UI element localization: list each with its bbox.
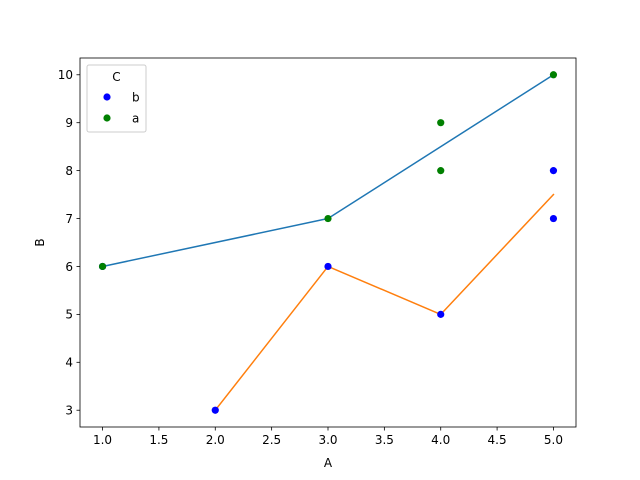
point-b-2 [324, 262, 332, 271]
legend-marker-a [103, 114, 111, 122]
point-a-2 [324, 214, 332, 223]
x-tick-label: 4.0 [431, 433, 450, 447]
y-tick-label: 8 [65, 164, 73, 178]
legend-entries: ba [103, 90, 140, 125]
y-tick-label: 7 [65, 212, 73, 226]
y-tick-label: 6 [65, 260, 73, 274]
point-b-4 [437, 310, 445, 318]
y-tick-label: 4 [65, 356, 73, 370]
point-b-6 [549, 214, 558, 223]
legend-label-a: a [132, 111, 139, 125]
point-a-5 [549, 71, 558, 79]
point-a-4 [437, 119, 445, 127]
x-tick-label: 2.0 [206, 433, 225, 447]
legend: C ba [86, 64, 147, 133]
x-axis-label: A [324, 456, 333, 470]
point-b-3 [211, 406, 219, 414]
x-tick-label: 1.5 [149, 433, 168, 447]
line-series-2 [214, 193, 555, 412]
x-tick-label: 3.5 [375, 433, 394, 447]
legend-title: C [112, 70, 120, 84]
x-axis-ticks: 1.0 1.5 2.0 2.5 3.0 3.5 4.0 4.5 5.0 [93, 427, 563, 447]
point-b-5 [549, 167, 558, 175]
legend-label-b: b [132, 90, 140, 104]
x-tick-label: 1.0 [93, 433, 112, 447]
x-tick-label: 2.5 [262, 433, 281, 447]
y-tick-label: 5 [65, 308, 73, 322]
scatter-points-layer [98, 71, 558, 414]
y-axis-label: B [33, 238, 47, 246]
x-tick-label: 4.5 [488, 433, 507, 447]
point-a-1 [98, 262, 107, 271]
y-tick-label: 3 [65, 404, 73, 418]
x-tick-label: 5.0 [544, 433, 563, 447]
point-a-3 [437, 167, 445, 175]
y-tick-label: 9 [65, 116, 73, 130]
y-tick-label: 10 [58, 68, 73, 82]
legend-marker-b [103, 93, 111, 101]
legend-box [86, 64, 147, 133]
x-tick-label: 3.0 [318, 433, 337, 447]
y-axis-ticks: 3 4 5 6 7 8 9 10 [58, 68, 80, 418]
